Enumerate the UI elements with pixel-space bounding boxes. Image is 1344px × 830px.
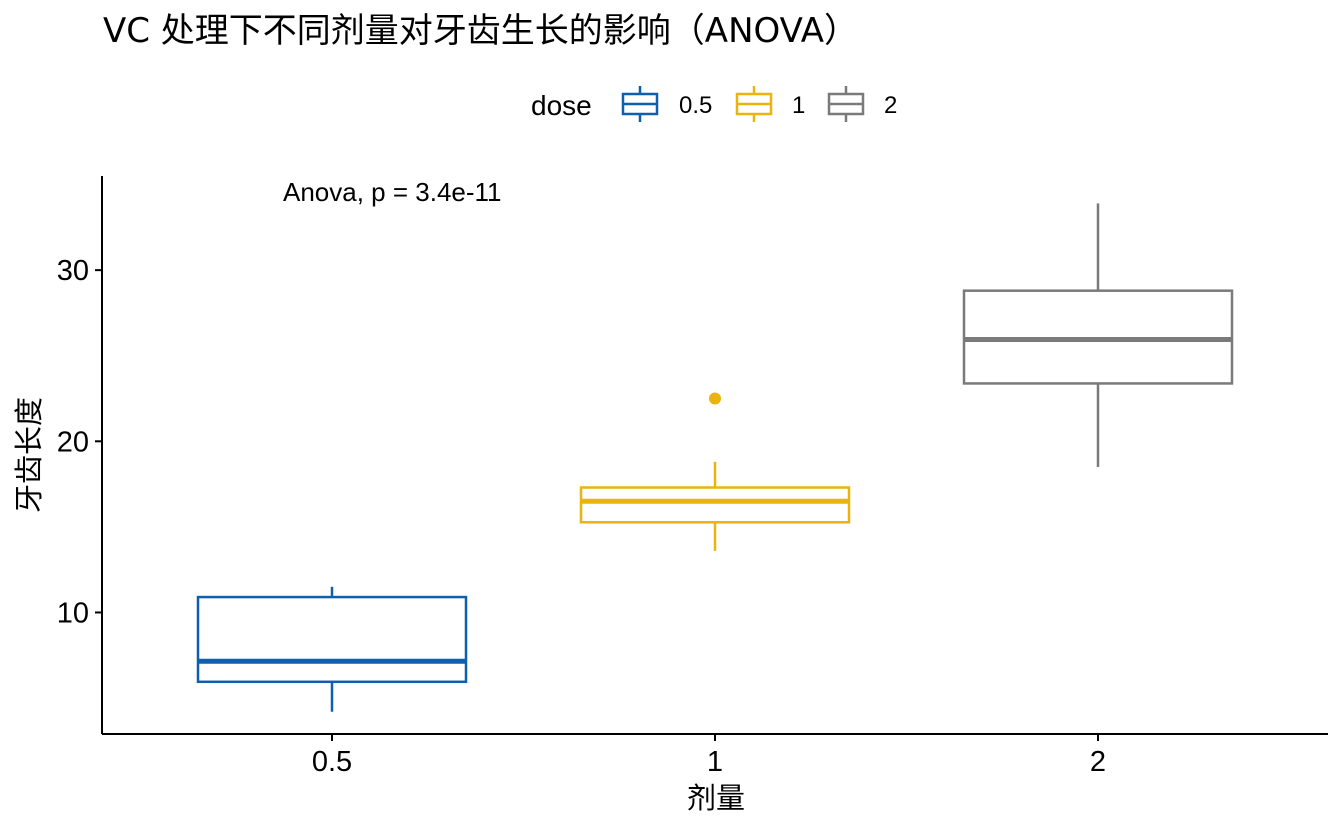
iqr-box: [196, 595, 468, 684]
box-dose-0.5: [196, 586, 468, 712]
box-dose-1: [579, 392, 851, 551]
box-series: [196, 203, 1234, 712]
x-axis-ticks: 0.5 1 2: [312, 734, 1106, 778]
x-tick-label: 2: [1090, 746, 1106, 778]
y-tick-label: 20: [57, 426, 89, 458]
legend-key-0.5: [621, 86, 659, 122]
iqr-box: [579, 486, 851, 524]
outlier-point: [709, 392, 721, 405]
y-axis-title: 牙齿长度: [12, 397, 46, 513]
y-tick-label: 30: [57, 255, 89, 287]
box-dose-2: [962, 203, 1234, 467]
x-axis-title: 剂量: [687, 781, 745, 815]
legend: dose 0.5 1 2: [531, 86, 897, 122]
chart-title: VC 处理下不同剂量对牙齿生长的影响（ANOVA）: [103, 11, 858, 51]
x-tick-label: 0.5: [312, 746, 352, 778]
legend-label: 1: [792, 92, 805, 119]
legend-label: 0.5: [679, 92, 712, 119]
legend-label: 2: [884, 92, 897, 119]
legend-entries: 0.5 1 2: [621, 86, 897, 122]
legend-key-2: [827, 86, 865, 122]
x-tick-label: 1: [707, 746, 723, 778]
legend-title: dose: [531, 90, 592, 121]
y-axis-ticks: 10 20 30: [57, 255, 102, 629]
anova-annotation: Anova, p = 3.4e-11: [283, 177, 502, 207]
legend-key-1: [735, 86, 773, 122]
y-tick-label: 10: [57, 597, 89, 629]
